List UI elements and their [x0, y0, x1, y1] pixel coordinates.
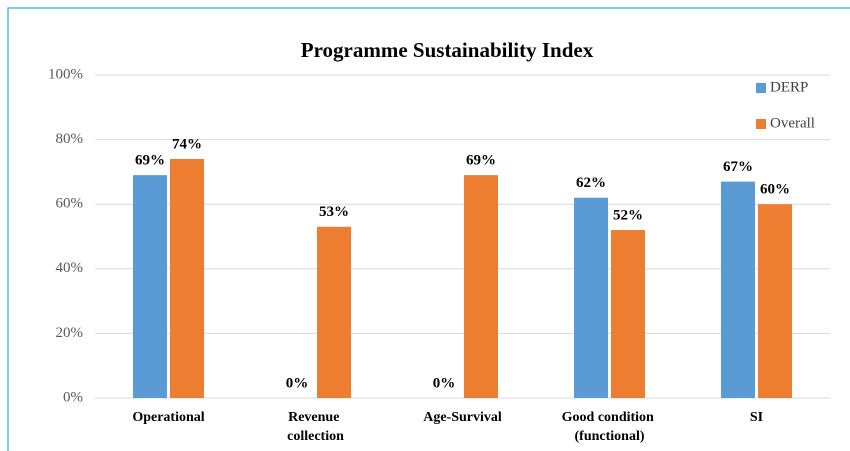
- bar: [574, 197, 608, 398]
- bar: [133, 175, 167, 398]
- bar: [464, 175, 498, 398]
- y-tick-label: 100%: [48, 66, 83, 82]
- y-tick-label: 60%: [56, 196, 84, 212]
- bar: [611, 230, 645, 398]
- chart-title: Programme Sustainability Index: [301, 38, 594, 62]
- legend-label: Overall: [770, 115, 815, 131]
- value-label: 53%: [319, 204, 349, 220]
- legend-swatch: [756, 119, 766, 129]
- bar: [758, 204, 792, 398]
- frame: [7, 7, 850, 451]
- bar: [170, 158, 204, 398]
- x-tick-label: SI: [750, 410, 763, 425]
- y-tick-label: 80%: [56, 131, 84, 147]
- value-label: 60%: [760, 182, 790, 198]
- value-label: 52%: [613, 207, 643, 223]
- value-label: 0%: [286, 375, 309, 391]
- x-tick-label: Good condition (functional): [562, 410, 658, 444]
- y-tick-label: 40%: [56, 260, 84, 276]
- y-tick-label: 20%: [56, 325, 84, 341]
- legend-label: DERP: [770, 79, 808, 95]
- value-label: 69%: [466, 153, 496, 169]
- x-tick-label: Age-Survival: [423, 410, 502, 425]
- bar: [721, 181, 755, 398]
- x-tick-label: Revenue collection: [287, 410, 344, 444]
- value-label: 0%: [433, 375, 456, 391]
- value-label: 67%: [723, 159, 753, 175]
- legend-swatch: [756, 83, 766, 93]
- value-label: 74%: [172, 136, 202, 152]
- value-label: 62%: [576, 175, 606, 191]
- bar: [317, 226, 351, 398]
- y-tick-label: 0%: [63, 389, 83, 405]
- value-label: 69%: [135, 153, 165, 169]
- x-tick-label: Operational: [132, 410, 204, 425]
